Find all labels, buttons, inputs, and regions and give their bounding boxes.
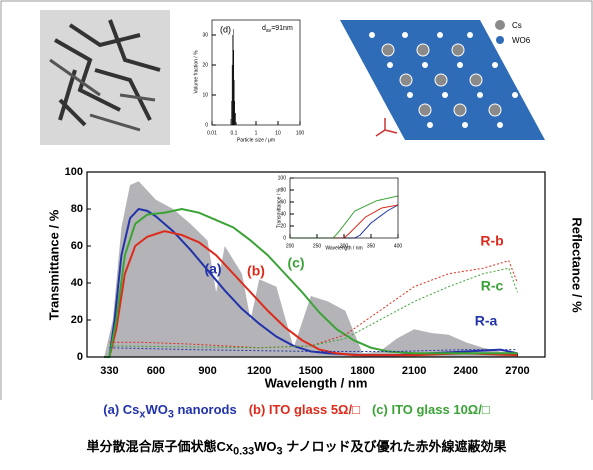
legend-entry: (c) ITO glass 10Ω/□ <box>372 402 490 417</box>
area <box>104 181 517 357</box>
bar <box>232 65 233 125</box>
x-axis-label: Wavelength / nm <box>325 245 362 251</box>
bar <box>234 80 235 125</box>
legend-entry: (b) ITO glass 5Ω/□ <box>249 402 360 417</box>
x-tick-label: 0.01 <box>207 130 217 136</box>
x-tick-label: 1 <box>255 130 258 136</box>
x-axis-label: Wavelength / nm <box>265 375 368 390</box>
chart: Cs WO6 0.01 0.1 1 10 100 0 10 20 30 Particle size… <box>0 0 593 400</box>
text-part: (a) Cs <box>103 402 139 417</box>
text-part: 単分散混合原子価状態Cx <box>86 439 233 454</box>
x-tick-label: 330 <box>100 365 118 377</box>
series-label: R-b <box>480 233 503 249</box>
x-tick-label: 2400 <box>454 365 478 377</box>
panel-label: (d) <box>220 24 231 34</box>
text-part: WO <box>254 439 276 454</box>
tem-image <box>40 10 170 145</box>
plot-frame <box>212 20 300 125</box>
x-tick-label: 400 <box>394 243 403 249</box>
bar <box>233 29 234 125</box>
bar <box>234 50 235 125</box>
text-part: (c) ITO glass 10Ω/□ <box>372 402 490 417</box>
legend-label: Cs <box>512 21 522 30</box>
legend-entry: 単分散混合原子価状態Cx0.33WO3 ナノロッド及び優れた赤外線遮蔽効果 <box>86 439 506 454</box>
text-part: 0.33 <box>233 446 254 458</box>
annotation: dav=91nm <box>262 25 293 34</box>
x-tick-label: 0.1 <box>231 130 238 136</box>
series-label: R-c <box>481 278 504 294</box>
bar <box>231 101 232 125</box>
x-tick-label: 350 <box>367 243 376 249</box>
y-tick-label: 0 <box>205 122 208 128</box>
x-tick-label: 10 <box>275 130 281 136</box>
series-label: R-a <box>475 313 498 329</box>
y-axis-label: Transmittance / % <box>46 209 61 320</box>
series-label: (a) <box>204 261 221 277</box>
text-part: nanorods <box>174 402 237 417</box>
line <box>290 205 398 238</box>
caption: 単分散混合原子価状態Cx0.33WO3 ナノロッド及び優れた赤外線遮蔽効果 <box>0 436 593 458</box>
y-axis-label: Volume fraction / % <box>193 50 199 94</box>
y-tick-label: 100 <box>65 166 83 178</box>
x-tick-label: 600 <box>147 365 165 377</box>
y-tick-label: 60 <box>71 240 83 252</box>
y-tick-label: 20 <box>71 314 83 326</box>
y-tick-label: 0 <box>77 351 83 363</box>
x-tick-label: 100 <box>296 130 305 136</box>
y-tick-label: 0 <box>283 235 286 241</box>
bar <box>232 35 233 125</box>
x-tick-label: 900 <box>198 365 216 377</box>
legend-entry: (a) CsxWO3 nanorods <box>103 402 236 417</box>
x-tick-label: 250 <box>313 243 322 249</box>
y-tick-label: 30 <box>202 32 208 38</box>
x-axis-label: Particle size / μm <box>237 137 275 143</box>
legend-label: WO6 <box>512 36 531 45</box>
y-tick-label: 80 <box>71 203 83 215</box>
y2-axis-label: Reflectance / % <box>570 217 585 313</box>
legend: (a) CsxWO3 nanorods (b) ITO glass 5Ω/□ (c)… <box>0 402 593 421</box>
line <box>290 196 398 238</box>
text-part: WO <box>145 402 167 417</box>
bar <box>234 101 235 125</box>
series-label: (b) <box>247 263 265 279</box>
y-tick-label: 100 <box>278 175 287 181</box>
bar <box>236 122 237 125</box>
x-tick-label: 200 <box>286 243 295 249</box>
y-tick-label: 40 <box>71 277 83 289</box>
y-tick-label: 10 <box>202 92 208 98</box>
x-tick-label: 2700 <box>505 365 529 377</box>
x-tick-label: 2100 <box>402 365 426 377</box>
crystal-structure: Cs WO6 <box>340 20 545 140</box>
text-part: ナノロッド及び優れた赤外線遮蔽効果 <box>283 439 507 454</box>
line <box>290 205 398 238</box>
annotation-part: =91nm <box>271 25 293 32</box>
y-axis-label: Transmittance / % <box>276 187 282 228</box>
text-part: (b) ITO glass 5Ω/□ <box>249 402 360 417</box>
bar <box>231 119 232 125</box>
y-tick-label: 20 <box>202 62 208 68</box>
bar <box>235 113 236 125</box>
series-label: (c) <box>287 255 304 271</box>
figure: Cs WO6 0.01 0.1 1 10 100 0 10 20 30 Particle size… <box>0 0 593 470</box>
